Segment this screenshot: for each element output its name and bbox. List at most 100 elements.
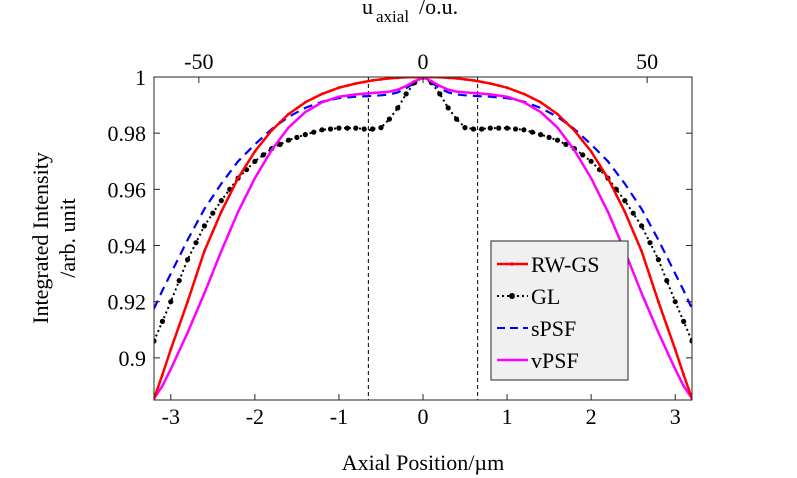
y-axis-label-line1: Integrated Intensity <box>28 152 53 324</box>
series-point-gl <box>193 240 199 246</box>
series-point-rw-gs <box>161 373 164 377</box>
series-point-rw-gs <box>673 348 677 351</box>
series-point-gl <box>681 318 687 324</box>
legend-marker-rw-gs <box>510 262 514 266</box>
series-point-rw-gs <box>396 77 400 80</box>
legend: RW-GS GL sPSF vPSF <box>490 240 629 381</box>
series-point-gl <box>319 127 325 133</box>
legend-label-spsf: sPSF <box>531 316 576 341</box>
series-point-rw-gs <box>261 139 265 143</box>
top-x-tick-label: -50 <box>184 49 213 74</box>
series-point-rw-gs <box>455 77 458 80</box>
legend-marker-gl <box>509 293 515 299</box>
series-point-gl <box>361 126 367 132</box>
series-point-gl <box>395 105 401 111</box>
series-point-gl <box>311 129 317 135</box>
series-point-gl <box>277 141 283 147</box>
series-point-gl <box>285 137 292 143</box>
series-point-gl <box>462 125 468 131</box>
x-tick-label: 0 <box>418 404 429 429</box>
series-point-rw-gs <box>329 89 332 93</box>
series-point-gl <box>639 223 645 229</box>
series-point-rw-gs <box>682 373 685 377</box>
top-x-axis-label-tail: /o.u. <box>419 0 458 19</box>
series-point-gl <box>672 299 678 305</box>
series-point-rw-gs <box>236 176 240 180</box>
series-point-rw-gs <box>362 80 366 84</box>
series-point-rw-gs <box>547 106 551 110</box>
series-point-gl <box>185 257 191 263</box>
series-point-rw-gs <box>312 96 316 100</box>
legend-label-vpsf: vPSF <box>531 348 579 373</box>
series-point-gl <box>454 116 460 122</box>
series-point-rw-gs <box>295 106 299 110</box>
series-point-gl <box>176 278 182 284</box>
series-point-rw-gs <box>354 82 358 85</box>
series-point-rw-gs <box>203 249 206 253</box>
top-x-axis-label-sub: axial <box>376 7 409 26</box>
series-point-rw-gs <box>581 139 585 143</box>
x-tick-label: 2 <box>586 404 597 429</box>
series-point-rw-gs <box>572 129 576 132</box>
series-point-gl <box>168 299 174 305</box>
series-point-gl <box>403 91 409 97</box>
series-line-gl <box>154 77 692 342</box>
series-point-rw-gs <box>472 79 475 82</box>
series-point-gl <box>580 152 586 158</box>
y-tick-label: 0.98 <box>108 121 147 146</box>
series-point-rw-gs <box>514 89 517 93</box>
series-point-gl <box>437 91 443 97</box>
series-point-gl <box>554 137 561 143</box>
series-point-gl <box>344 125 350 131</box>
series-point-gl <box>588 158 594 164</box>
legend-item-vpsf: vPSF <box>497 348 579 373</box>
series-point-gl <box>622 198 628 204</box>
series-point-rw-gs <box>657 300 660 304</box>
series-point-rw-gs <box>211 230 215 233</box>
x-tick-label: -3 <box>162 404 180 429</box>
series-point-rw-gs <box>480 80 484 84</box>
series-line-spsf <box>154 77 692 310</box>
series-point-rw-gs <box>245 163 248 167</box>
legend-item-rw-gs: RW-GS <box>497 252 599 277</box>
series-point-rw-gs <box>665 324 669 327</box>
series-point-gl <box>630 210 636 216</box>
series-point-rw-gs <box>253 150 257 153</box>
y-tick-label: 0.96 <box>108 177 147 202</box>
series-point-rw-gs <box>219 210 223 214</box>
series-point-rw-gs <box>539 100 543 104</box>
y-tick-label: 0.92 <box>108 290 147 315</box>
series-point-rw-gs <box>497 84 501 87</box>
series-point-rw-gs <box>488 82 492 85</box>
series-point-gl <box>529 129 535 135</box>
series-point-rw-gs <box>228 193 232 197</box>
series-point-rw-gs <box>640 249 643 253</box>
series-point-rw-gs <box>598 163 601 167</box>
series-point-rw-gs <box>371 79 374 82</box>
series-point-rw-gs <box>388 77 391 80</box>
series-point-rw-gs <box>631 230 635 233</box>
series-point-gl <box>479 126 485 132</box>
series-point-rw-gs <box>623 210 627 214</box>
series-point-gl <box>201 223 207 229</box>
series-point-gl <box>260 152 266 158</box>
series-line-rw-gs <box>154 77 692 400</box>
series-point-gl <box>487 125 493 131</box>
series-point-rw-gs <box>522 92 526 96</box>
series-point-gl <box>512 126 519 132</box>
series-line-vpsf <box>154 77 692 400</box>
series-point-gl <box>689 338 692 344</box>
x-axis-label: Axial Position/µm <box>342 450 504 475</box>
top-x-tick-label: 0 <box>418 49 429 74</box>
series-point-rw-gs <box>194 275 198 278</box>
series-point-rw-gs <box>614 193 618 197</box>
series-point-rw-gs <box>589 150 593 153</box>
x-tick-label: 3 <box>670 404 681 429</box>
series-point-rw-gs <box>648 275 652 278</box>
series-point-gl <box>336 125 342 131</box>
series-point-rw-gs <box>169 348 173 351</box>
series-point-gl <box>327 126 334 132</box>
series-point-gl <box>159 318 165 324</box>
series-point-gl <box>154 338 157 344</box>
top-x-axis-label: u axial /o.u. <box>362 0 458 26</box>
